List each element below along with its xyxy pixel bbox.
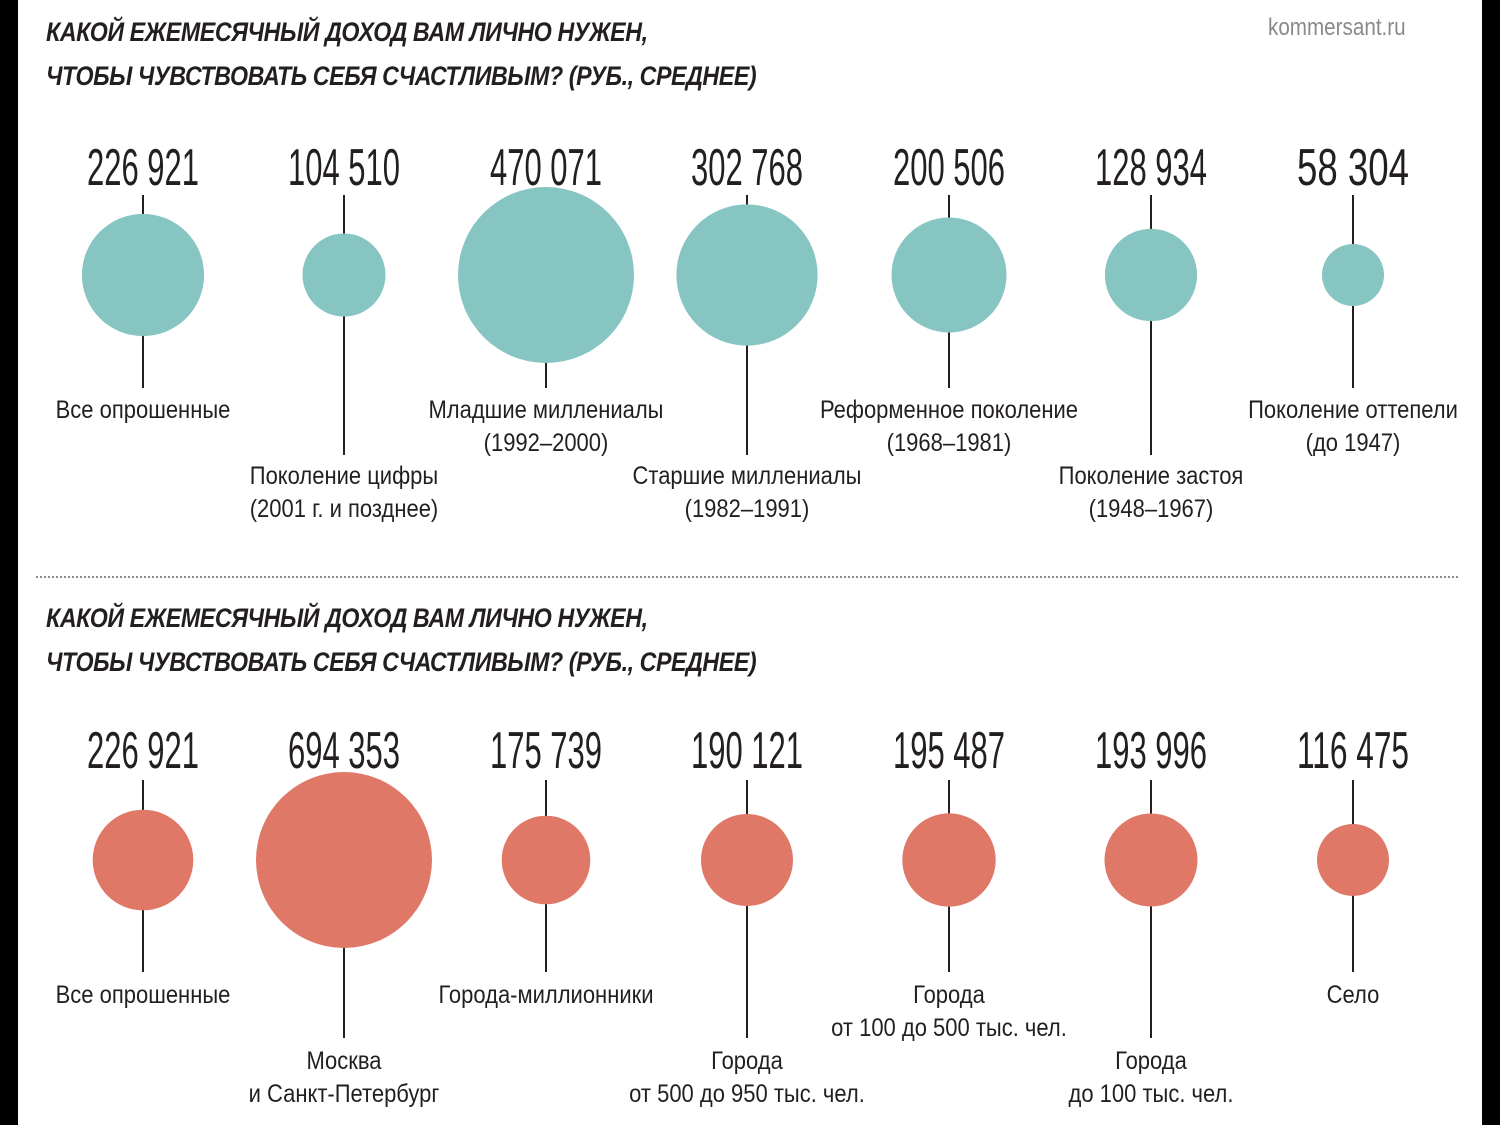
chart-2-title: КАКОЙ ЕЖЕМЕСЯЧНЫЙ ДОХОД ВАМ ЛИЧНО НУЖЕН,… xyxy=(46,596,757,684)
value-label: 200 506 xyxy=(893,139,1005,197)
bubble xyxy=(92,809,194,911)
category-label: Все опрошенные xyxy=(56,396,231,424)
category-label: до 100 тыс. чел. xyxy=(1069,1080,1234,1108)
bubble xyxy=(302,233,386,317)
bubble xyxy=(256,772,432,948)
value-label: 195 487 xyxy=(893,722,1005,780)
value-label: 104 510 xyxy=(288,139,400,197)
chart-1-title-line: КАКОЙ ЕЖЕМЕСЯЧНЫЙ ДОХОД ВАМ ЛИЧНО НУЖЕН, xyxy=(46,17,648,47)
value-label: 193 996 xyxy=(1095,722,1207,780)
value-label: 190 121 xyxy=(691,722,803,780)
value-label: 694 353 xyxy=(288,722,400,780)
category-label: Младшие миллениалы xyxy=(428,396,663,424)
category-label: Города xyxy=(1115,1047,1188,1075)
category-label: (2001 г. и позднее) xyxy=(250,495,439,523)
category-label: Поколение застоя xyxy=(1059,462,1244,490)
category-label: от 500 до 950 тыс. чел. xyxy=(629,1080,865,1108)
bubble-charts: 226 921 Все опрошенные 104 510 Поколение ци… xyxy=(56,139,1458,1108)
chart-1-title: КАКОЙ ЕЖЕМЕСЯЧНЫЙ ДОХОД ВАМ ЛИЧНО НУЖЕН,… xyxy=(46,10,757,98)
value-label: 175 739 xyxy=(490,722,602,780)
category-label: от 100 до 500 тыс. чел. xyxy=(831,1014,1067,1042)
bubble xyxy=(701,814,793,906)
category-label: (до 1947) xyxy=(1306,429,1401,457)
value-label: 116 475 xyxy=(1297,722,1409,780)
bubble xyxy=(81,213,205,337)
value-label: 226 921 xyxy=(87,722,199,780)
category-label: Города xyxy=(711,1047,784,1075)
value-label: 470 071 xyxy=(490,139,602,197)
category-label: Старшие миллениалы xyxy=(633,462,862,490)
value-label: 226 921 xyxy=(87,139,199,197)
category-label: Москва xyxy=(306,1047,382,1075)
value-label: 302 768 xyxy=(691,139,803,197)
bubble xyxy=(1104,228,1198,322)
category-label: Реформенное поколение xyxy=(820,396,1078,424)
value-label: 128 934 xyxy=(1095,139,1207,197)
bubble xyxy=(1104,813,1198,907)
category-label: (1992–2000) xyxy=(484,429,609,457)
source-label: kommersant.ru xyxy=(1268,14,1406,41)
category-label: (1948–1967) xyxy=(1089,495,1214,523)
category-label: Города-миллионники xyxy=(438,981,653,1009)
bubble xyxy=(501,815,591,905)
chart-2-title-line: ЧТОБЫ ЧУВСТВОВАТЬ СЕБЯ СЧАСТЛИВЫМ? (РУБ.… xyxy=(46,647,757,677)
bubble xyxy=(458,187,634,363)
chart-1-title-line: ЧТОБЫ ЧУВСТВОВАТЬ СЕБЯ СЧАСТЛИВЫМ? (РУБ.… xyxy=(46,61,757,91)
bubble xyxy=(1322,244,1384,306)
chart-2-title-line: КАКОЙ ЕЖЕМЕСЯЧНЫЙ ДОХОД ВАМ ЛИЧНО НУЖЕН, xyxy=(46,603,648,633)
category-label: Село xyxy=(1327,981,1380,1009)
bubble xyxy=(891,217,1007,333)
category-label: (1982–1991) xyxy=(685,495,810,523)
category-label: (1968–1981) xyxy=(887,429,1012,457)
category-label: Поколение оттепели xyxy=(1248,396,1458,424)
bubble xyxy=(1317,824,1389,896)
section-divider xyxy=(36,576,1458,578)
bubble xyxy=(676,204,818,346)
category-label: Все опрошенные xyxy=(56,981,231,1009)
category-label: Города xyxy=(913,981,986,1009)
value-label: 58 304 xyxy=(1297,139,1409,197)
bubble xyxy=(902,813,996,907)
category-label: Поколение цифры xyxy=(250,462,438,490)
category-label: и Санкт-Петербург xyxy=(249,1080,440,1108)
infographic-frame: КАКОЙ ЕЖЕМЕСЯЧНЫЙ ДОХОД ВАМ ЛИЧНО НУЖЕН,… xyxy=(18,0,1482,1125)
